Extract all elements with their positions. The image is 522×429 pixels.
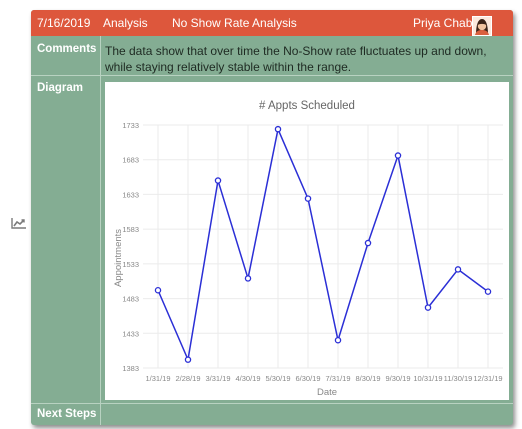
x-tick-label: 11/30/19 xyxy=(444,374,473,383)
data-point[interactable] xyxy=(244,275,252,282)
data-point[interactable] xyxy=(394,152,402,159)
comments-label: Comments xyxy=(37,43,97,55)
user-avatar-icon[interactable] xyxy=(472,16,492,36)
data-point[interactable] xyxy=(154,286,162,294)
y-tick-label: 1483 xyxy=(122,295,139,304)
header-title: No Show Rate Analysis xyxy=(172,16,297,30)
chart-container: # Appts Scheduled 1733 1683 1633 1583 1533 14… xyxy=(105,82,509,400)
x-tick-label: 2/28/19 xyxy=(175,374,200,383)
header-type: Analysis xyxy=(103,16,148,30)
y-tick-label: 1583 xyxy=(122,225,139,234)
data-point[interactable] xyxy=(364,239,372,247)
data-point[interactable] xyxy=(304,195,312,202)
y-tick-label: 1533 xyxy=(122,260,139,269)
analysis-card: 7/16/2019 Analysis No Show Rate Analysis… xyxy=(31,10,513,425)
x-tick-label: 3/31/19 xyxy=(205,374,230,383)
y-tick-label: 1633 xyxy=(122,190,139,199)
x-tick-label: 10/31/19 xyxy=(413,374,442,383)
trending-up-icon[interactable] xyxy=(11,216,27,229)
data-point[interactable] xyxy=(454,266,462,273)
data-point[interactable] xyxy=(184,356,192,363)
header-date: 7/16/2019 xyxy=(37,16,91,30)
x-tick-label: 5/30/19 xyxy=(265,374,290,383)
y-axis-label: Appointments xyxy=(113,229,124,287)
y-tick-label: 1683 xyxy=(122,156,139,165)
y-tick-label: 1733 xyxy=(122,121,139,130)
chart-title: # Appts Scheduled xyxy=(259,100,355,112)
series-line xyxy=(157,126,489,363)
header-user-name[interactable]: Priya Chabra xyxy=(413,16,484,30)
x-tick-label: 8/30/19 xyxy=(355,374,380,383)
data-point[interactable] xyxy=(424,304,432,311)
x-axis-label: Date xyxy=(317,387,337,398)
column-divider xyxy=(100,36,101,425)
x-tick-label: 7/31/19 xyxy=(325,374,350,383)
data-point[interactable] xyxy=(214,177,222,184)
line-chart: # Appts Scheduled 1733 1683 1633 1583 1533 14… xyxy=(113,100,503,398)
y-tick-label: 1383 xyxy=(122,364,139,373)
data-point[interactable] xyxy=(274,125,282,133)
x-tick-label: 9/30/19 xyxy=(385,374,410,383)
x-tick-label: 6/30/19 xyxy=(295,374,320,383)
data-point[interactable] xyxy=(484,288,492,295)
row-divider xyxy=(31,403,513,404)
card-header: 7/16/2019 Analysis No Show Rate Analysis… xyxy=(31,10,513,36)
diagram-label: Diagram xyxy=(37,82,84,94)
row-divider xyxy=(31,75,513,76)
next-steps-label: Next Steps xyxy=(37,408,97,420)
y-tick-label: 1433 xyxy=(122,329,139,338)
x-tick-label: 12/31/19 xyxy=(473,374,502,383)
x-tick-label: 1/31/19 xyxy=(145,374,170,383)
data-point[interactable] xyxy=(334,336,342,344)
comments-text: The data show that over time the No-Show… xyxy=(105,44,487,74)
x-tick-label: 4/30/19 xyxy=(235,374,260,383)
